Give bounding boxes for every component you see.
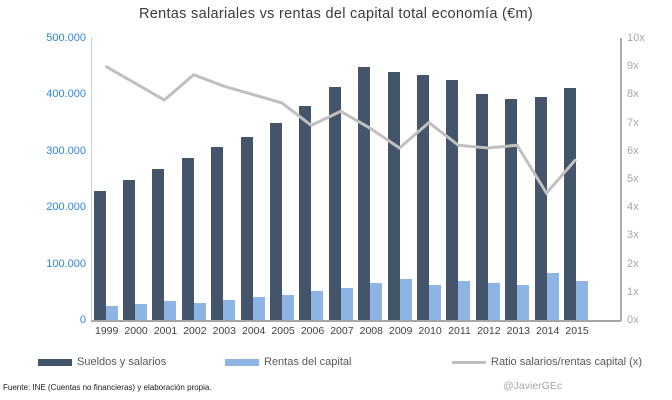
bar-sueldos	[416, 75, 429, 320]
y-axis-left-tick: 500.000	[46, 32, 86, 44]
x-axis-tick: 2010	[418, 325, 442, 337]
y-axis-right-tick: 0x	[627, 314, 639, 326]
bar-sueldos	[446, 79, 459, 320]
bar-rentas	[458, 280, 471, 320]
bar-rentas	[517, 285, 530, 320]
bar-rentas	[311, 290, 324, 320]
x-axis-tick: 2003	[212, 325, 236, 337]
y-axis-right-tick: 2x	[627, 257, 639, 270]
bar-sueldos	[505, 98, 518, 320]
x-axis-tick: 2013	[506, 325, 530, 337]
y-axis-right-line	[620, 38, 622, 321]
bar-rentas	[399, 278, 412, 320]
bar-rentas	[370, 283, 383, 320]
x-axis-tick: 2009	[389, 325, 413, 337]
bar-rentas	[164, 300, 177, 320]
y-axis-right-tick: 4x	[627, 201, 639, 214]
bar-rentas	[487, 282, 500, 320]
y-axis-left-line	[91, 38, 92, 321]
y-axis-left-tick: 100.000	[46, 257, 86, 270]
bar-rentas	[252, 297, 265, 320]
bar-sueldos	[240, 136, 253, 320]
bar-sueldos	[534, 96, 547, 320]
bar-rentas	[428, 285, 441, 320]
legend-chip-ratio-line	[452, 360, 486, 364]
legend-chip-sueldos	[38, 358, 72, 366]
y-axis-right-tick: 5x	[627, 173, 639, 185]
bar-rentas	[281, 295, 294, 320]
y-axis-right-tick: 10x	[627, 32, 645, 44]
legend-item-sueldos: Sueldos y salarios	[38, 354, 166, 370]
x-axis-tick: 2005	[271, 325, 295, 337]
y-axis-right-tick: 3x	[627, 229, 639, 242]
footer-source: Fuente: INE (Cuentas no financieras) y e…	[3, 383, 212, 392]
bar-sueldos	[563, 88, 576, 320]
x-axis-tick: 2011	[448, 325, 471, 337]
x-axis-tick: 2007	[330, 325, 354, 337]
bar-sueldos	[328, 86, 341, 320]
bar-rentas	[340, 288, 353, 320]
bar-rentas	[193, 302, 206, 320]
legend-item-ratio: Ratio salarios/rentas capital (x)	[452, 354, 642, 370]
bar-sueldos	[122, 180, 135, 320]
legend-label-rentas: Rentas del capital	[264, 356, 352, 368]
legend-label-sueldos: Sueldos y salarios	[77, 356, 167, 368]
legend-chip-rentas	[225, 358, 259, 366]
chart-title: Rentas salariales vs rentas del capital …	[138, 6, 534, 22]
bar-rentas	[575, 280, 588, 320]
x-axis-tick: 2014	[536, 325, 560, 337]
bar-sueldos	[358, 67, 371, 320]
bar-rentas	[546, 272, 559, 320]
bar-sueldos	[93, 190, 106, 320]
y-axis-right-tick: 1x	[627, 285, 639, 298]
bar-sueldos	[181, 158, 194, 320]
legend-label-ratio: Ratio salarios/rentas capital (x)	[491, 356, 643, 368]
x-axis-tick: 2015	[565, 325, 589, 337]
legend: Sueldos y salarios Rentas del capital Ra…	[0, 354, 672, 370]
x-axis-tick: 2002	[183, 325, 207, 337]
bar-sueldos	[387, 71, 400, 320]
x-axis-tick: 2000	[124, 325, 148, 337]
y-axis-left-tick: 0	[79, 314, 86, 326]
x-axis-tick: 2008	[359, 325, 383, 337]
y-axis-right-tick: 9x	[627, 60, 639, 73]
y-axis-left-tick: 200.000	[46, 201, 86, 214]
bar-sueldos	[475, 94, 488, 320]
legend-item-rentas: Rentas del capital	[225, 354, 351, 370]
x-axis-tick: 2004	[242, 325, 266, 337]
bar-sueldos	[211, 147, 224, 320]
y-axis-right-tick: 8x	[627, 88, 639, 101]
x-axis-tick: 2006	[300, 325, 325, 337]
x-axis-tick: 2012	[477, 325, 501, 337]
x-axis-line	[91, 320, 621, 322]
y-axis-left-tick: 300.000	[46, 144, 86, 157]
bar-sueldos	[152, 169, 165, 320]
y-axis-right-tick: 6x	[627, 144, 639, 157]
bar-sueldos	[269, 122, 282, 320]
bar-rentas	[134, 303, 147, 320]
bar-sueldos	[299, 105, 312, 320]
footer-credit: @JavierGEc	[503, 380, 563, 392]
y-axis-right-tick: 7x	[627, 116, 639, 129]
bar-rentas	[105, 305, 118, 320]
bar-rentas	[223, 300, 236, 320]
x-axis-tick: 2001	[153, 325, 178, 337]
x-axis-tick: 1999	[95, 325, 119, 337]
y-axis-left-tick: 400.000	[46, 88, 86, 101]
